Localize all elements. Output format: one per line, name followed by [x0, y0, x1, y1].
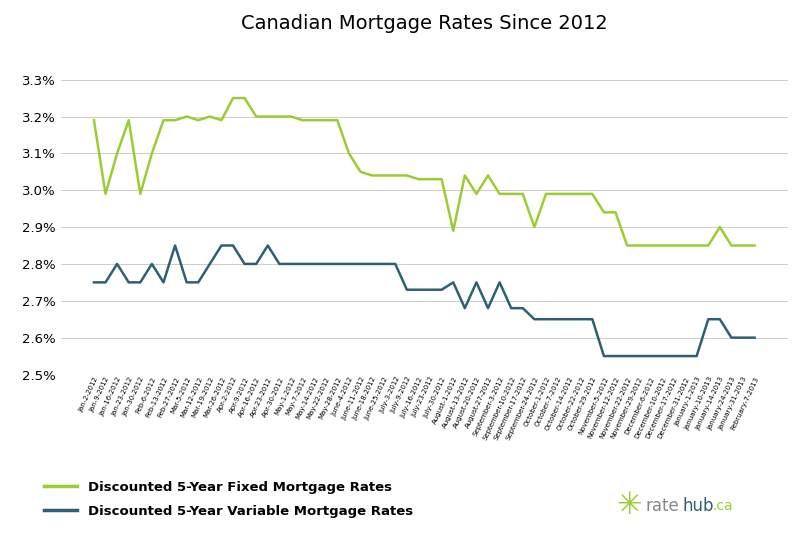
Discounted 5-Year Variable Mortgage Rates [726, 334, 736, 341]
Discounted 5-Year Variable Mortgage Rates [599, 353, 608, 360]
Discounted 5-Year Variable Mortgage Rates [170, 242, 180, 249]
Discounted 5-Year Fixed Mortgage Rates [621, 242, 631, 249]
Discounted 5-Year Variable Mortgage Rates [263, 242, 272, 249]
Line: Discounted 5-Year Variable Mortgage Rates: Discounted 5-Year Variable Mortgage Rate… [94, 246, 753, 356]
Discounted 5-Year Fixed Mortgage Rates [540, 190, 550, 197]
Legend: Discounted 5-Year Fixed Mortgage Rates, Discounted 5-Year Variable Mortgage Rate: Discounted 5-Year Fixed Mortgage Rates, … [39, 475, 418, 523]
Discounted 5-Year Fixed Mortgage Rates [89, 117, 99, 124]
Discounted 5-Year Fixed Mortgage Rates [667, 242, 677, 249]
Discounted 5-Year Fixed Mortgage Rates [228, 95, 238, 101]
Discounted 5-Year Fixed Mortgage Rates [586, 190, 596, 197]
Text: .ca: .ca [711, 499, 732, 513]
Discounted 5-Year Variable Mortgage Rates [667, 353, 677, 360]
Text: rate: rate [645, 496, 679, 515]
Text: hub: hub [681, 496, 713, 515]
Discounted 5-Year Fixed Mortgage Rates [263, 113, 272, 120]
Text: ✳: ✳ [616, 491, 642, 520]
Discounted 5-Year Variable Mortgage Rates [89, 279, 99, 286]
Title: Canadian Mortgage Rates Since 2012: Canadian Mortgage Rates Since 2012 [241, 14, 607, 33]
Discounted 5-Year Fixed Mortgage Rates [726, 242, 736, 249]
Discounted 5-Year Variable Mortgage Rates [749, 334, 758, 341]
Discounted 5-Year Variable Mortgage Rates [586, 316, 596, 323]
Line: Discounted 5-Year Fixed Mortgage Rates: Discounted 5-Year Fixed Mortgage Rates [94, 98, 753, 246]
Discounted 5-Year Variable Mortgage Rates [540, 316, 550, 323]
Discounted 5-Year Fixed Mortgage Rates [251, 113, 261, 120]
Discounted 5-Year Fixed Mortgage Rates [749, 242, 758, 249]
Discounted 5-Year Variable Mortgage Rates [251, 261, 261, 267]
